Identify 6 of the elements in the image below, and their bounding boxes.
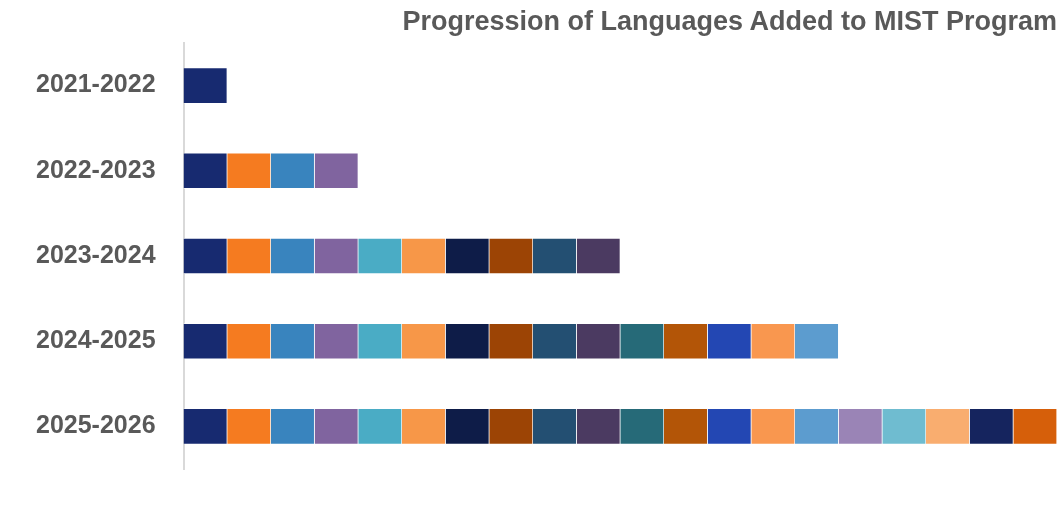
y-tick-label: 2022-2023	[35, 154, 156, 183]
y-tick-label: 2025-2026	[35, 410, 156, 439]
y-tick-label: 2023-2024	[35, 239, 156, 268]
chart-title: Progression of Languages Added to MIST Program	[402, 6, 1057, 37]
y-tick-label: 2021-2022	[35, 69, 156, 98]
y-tick-label: 2024-2025	[35, 325, 156, 354]
